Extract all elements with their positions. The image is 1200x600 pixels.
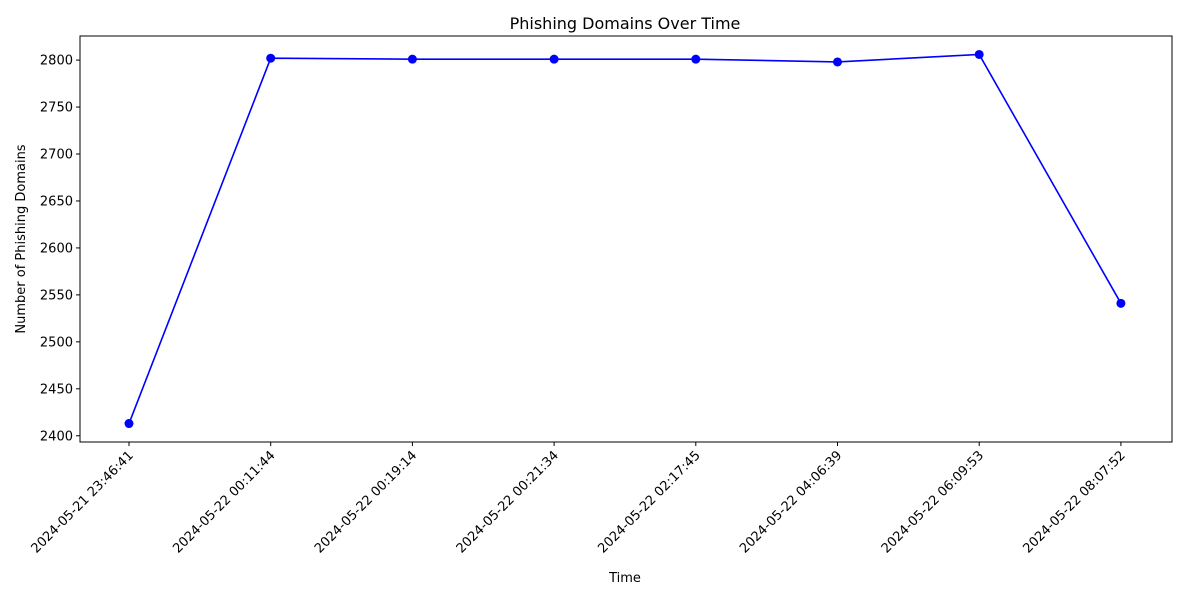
data-point [549, 54, 559, 64]
y-tick-label: 2400 [40, 429, 73, 444]
y-tick-label: 2450 [40, 382, 73, 397]
x-axis-label: Time [608, 571, 641, 586]
plot-series [124, 49, 1126, 429]
data-point [1116, 298, 1126, 308]
x-tick-label: 2024-05-22 00:21:34 [454, 448, 562, 556]
y-tick-label: 2500 [40, 335, 73, 350]
plot-frame [79, 35, 1173, 443]
x-tick-label: 2024-05-22 06:09:53 [879, 448, 987, 556]
chart-title: Phishing Domains Over Time [510, 14, 741, 33]
x-tick-label: 2024-05-22 02:17:45 [595, 448, 703, 556]
data-point [833, 57, 842, 67]
data-point [974, 49, 984, 59]
data-point [691, 54, 701, 64]
x-axis-ticks: 2024-05-21 23:46:41 2024-05-22 00:11:44 20… [29, 442, 1129, 556]
y-tick-label: 2750 [40, 101, 73, 116]
x-tick-label: 2024-05-22 08:07:52 [1020, 448, 1128, 556]
x-tick-label: 2024-05-21 23:46:41 [29, 448, 137, 556]
x-tick-label: 2024-05-22 04:06:39 [737, 448, 845, 556]
y-tick-label: 2550 [40, 288, 73, 303]
y-tick-label: 2600 [40, 241, 73, 256]
data-point [407, 54, 417, 64]
data-point [124, 419, 134, 429]
series-line [128, 53, 1122, 424]
data-point [266, 53, 276, 63]
y-axis-label: Number of Phishing Domains [14, 144, 29, 333]
y-axis-ticks: 2400 2450 2500 2550 2600 2650 2700 2750 2800 [40, 54, 80, 444]
x-tick-label: 2024-05-22 00:11:44 [170, 448, 278, 556]
y-tick-label: 2700 [40, 148, 73, 163]
y-tick-label: 2800 [40, 54, 73, 69]
y-tick-label: 2650 [40, 194, 73, 209]
x-tick-label: 2024-05-22 00:19:14 [312, 448, 420, 556]
